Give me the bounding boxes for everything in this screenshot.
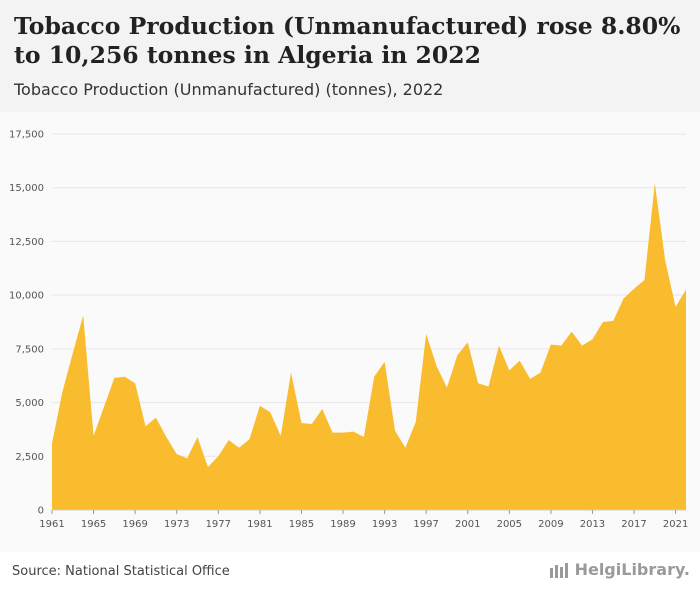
x-tick-label: 1977 xyxy=(206,519,231,530)
source-note: Source: National Statistical Office xyxy=(12,564,230,579)
x-tick-label: 1993 xyxy=(372,519,397,530)
x-tick-label: 2009 xyxy=(538,519,563,530)
chart-subtitle: Tobacco Production (Unmanufactured) (ton… xyxy=(14,80,444,99)
x-tick-label: 2017 xyxy=(621,519,646,530)
x-tick-label: 1989 xyxy=(330,519,355,530)
logo-text: HelgiLibrary. xyxy=(574,560,690,579)
header: Tobacco Production (Unmanufactured) rose… xyxy=(0,0,700,112)
y-tick-label: 5,000 xyxy=(15,398,44,409)
x-tick-label: 2005 xyxy=(497,519,522,530)
x-tick-label: 1985 xyxy=(289,519,314,530)
x-tick-label: 1969 xyxy=(122,519,147,530)
y-tick-label: 0 xyxy=(38,506,44,517)
page-title: Tobacco Production (Unmanufactured) rose… xyxy=(14,12,681,69)
helgilibrary-logo[interactable]: HelgiLibrary. xyxy=(549,560,690,579)
x-tick-label: 1997 xyxy=(413,519,438,530)
y-tick-label: 17,500 xyxy=(9,130,44,141)
y-tick-label: 7,500 xyxy=(15,344,44,355)
x-tick-label: 1961 xyxy=(39,519,64,530)
tobacco-production-area xyxy=(52,183,686,510)
x-tick-label: 2001 xyxy=(455,519,480,530)
library-building-icon xyxy=(549,562,568,578)
y-tick-label: 15,000 xyxy=(9,183,44,194)
area-chart: 0 2,500 5,000 7,500 10,000 12,500 15,000 17,500… xyxy=(9,130,688,531)
y-tick-label: 2,500 xyxy=(15,452,44,463)
x-tick-label: 1981 xyxy=(247,519,272,530)
chart-area: 0 2,500 5,000 7,500 10,000 12,500 15,000 17,500… xyxy=(0,112,700,552)
x-tick-label: 1973 xyxy=(164,519,189,530)
x-tick-label: 2013 xyxy=(580,519,605,530)
x-tick-label: 1965 xyxy=(81,519,106,530)
x-tick-label: 2021 xyxy=(663,519,688,530)
y-tick-label: 12,500 xyxy=(9,237,44,248)
y-tick-label: 10,000 xyxy=(9,291,44,302)
